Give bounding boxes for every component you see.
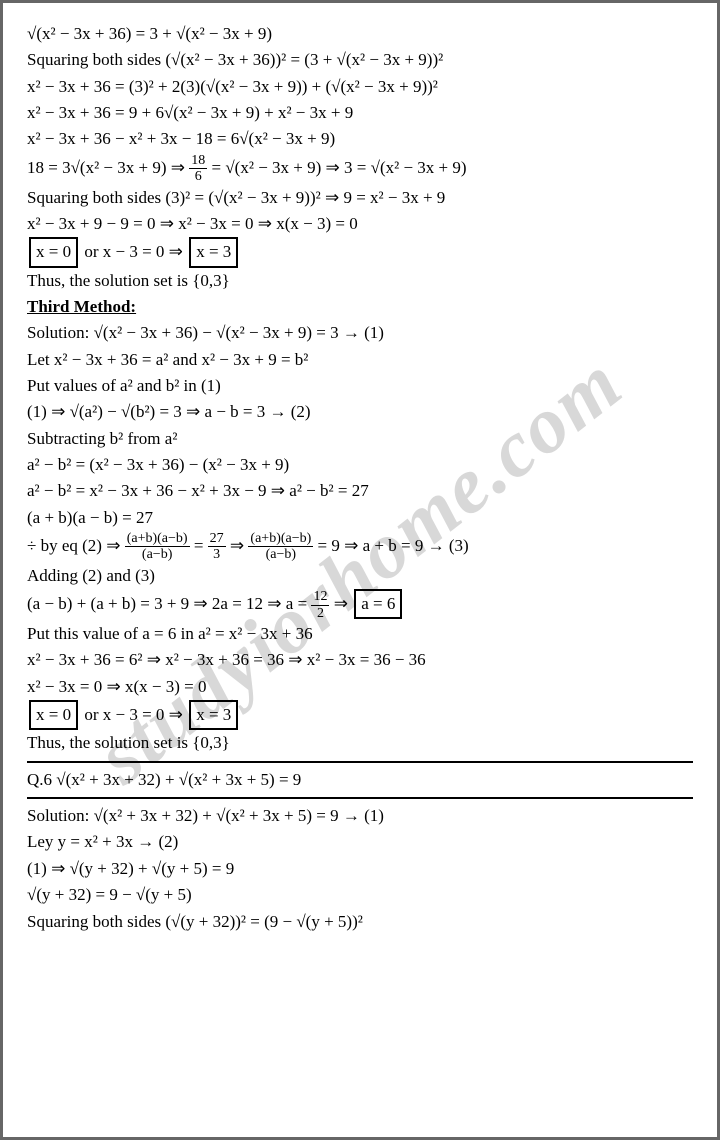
eq-line: Let x² − 3x + 36 = a² and x² − 3x + 9 = … [27,347,693,373]
divider [27,797,693,799]
eq-line: x² − 3x + 36 = 9 + 6√(x² − 3x + 9) + x² … [27,100,693,126]
text: ⇒ [230,536,249,555]
eq-line: x² − 3x + 36 = 6² ⇒ x² − 3x + 36 = 36 ⇒ … [27,647,693,673]
math-content: √(x² − 3x + 36) = 3 + √(x² − 3x + 9) Squ… [27,21,693,935]
eq-line: (a + b)(a − b) = 27 [27,505,693,531]
eq-line: Subtracting b² from a² [27,426,693,452]
eq-line: Solution: √(x² − 3x + 36) − √(x² − 3x + … [27,320,693,346]
fraction: (a+b)(a−b)(a−b) [125,531,190,563]
text: or x − 3 = 0 ⇒ [84,242,187,261]
eq-line: Squaring both sides (3)² = (√(x² − 3x + … [27,185,693,211]
text: ⇒ [334,594,353,613]
eq-line: Solution: √(x² + 3x + 32) + √(x² + 3x + … [27,803,693,829]
eq-line: x² − 3x + 9 − 9 = 0 ⇒ x² − 3x = 0 ⇒ x(x … [27,211,693,237]
eq-line: Squaring both sides (√(y + 32))² = (9 − … [27,909,693,935]
eq-line: x² − 3x + 36 − x² + 3x − 18 = 6√(x² − 3x… [27,126,693,152]
text: = 9 ⇒ a + b = 9 → (3) [318,536,469,555]
eq-line: Adding (2) and (3) [27,563,693,589]
eq-line: √(x² − 3x + 36) = 3 + √(x² − 3x + 9) [27,21,693,47]
boxed-answer: x = 3 [189,700,238,730]
eq-line: x = 0 or x − 3 = 0 ⇒ x = 3 [27,700,693,730]
fraction: 122 [311,589,329,621]
text: ÷ by eq (2) ⇒ [27,536,125,555]
text: = [194,536,208,555]
eq-line: x² − 3x = 0 ⇒ x(x − 3) = 0 [27,674,693,700]
eq-line: (a − b) + (a + b) = 3 + 9 ⇒ 2a = 12 ⇒ a … [27,589,693,621]
fraction: 273 [208,531,226,563]
boxed-answer: x = 0 [29,700,78,730]
eq-line: ÷ by eq (2) ⇒ (a+b)(a−b)(a−b) = 273 ⇒ (a… [27,531,693,563]
eq-line: x² − 3x + 36 = (3)² + 2(3)(√(x² − 3x + 9… [27,74,693,100]
boxed-answer: x = 3 [189,237,238,267]
eq-line: √(y + 32) = 9 − √(y + 5) [27,882,693,908]
conclusion: Thus, the solution set is {0,3} [27,268,693,294]
divider [27,761,693,763]
eq-line: a² − b² = (x² − 3x + 36) − (x² − 3x + 9) [27,452,693,478]
text: 18 = 3√(x² − 3x + 9) ⇒ [27,158,189,177]
eq-line: Put this value of a = 6 in a² = x² − 3x … [27,621,693,647]
boxed-answer: x = 0 [29,237,78,267]
fraction: (a+b)(a−b)(a−b) [248,531,313,563]
text: or x − 3 = 0 ⇒ [84,705,187,724]
eq-line: (1) ⇒ √(y + 32) + √(y + 5) = 9 [27,856,693,882]
eq-line: Put values of a² and b² in (1) [27,373,693,399]
boxed-answer: a = 6 [354,589,402,619]
eq-line: Squaring both sides (√(x² − 3x + 36))² =… [27,47,693,73]
conclusion: Thus, the solution set is {0,3} [27,730,693,756]
text: (a − b) + (a + b) = 3 + 9 ⇒ 2a = 12 ⇒ a … [27,594,311,613]
eq-line: Ley y = x² + 3x → (2) [27,829,693,855]
eq-line: x = 0 or x − 3 = 0 ⇒ x = 3 [27,237,693,267]
eq-line: 18 = 3√(x² − 3x + 9) ⇒ 186 = √(x² − 3x +… [27,153,693,185]
method-heading: Third Method: [27,294,693,320]
eq-line: (1) ⇒ √(a²) − √(b²) = 3 ⇒ a − b = 3 → (2… [27,399,693,425]
eq-line: a² − b² = x² − 3x + 36 − x² + 3x − 9 ⇒ a… [27,478,693,504]
fraction: 186 [189,153,207,185]
question: Q.6 √(x² + 3x + 32) + √(x² + 3x + 5) = 9 [27,767,693,793]
text: = √(x² − 3x + 9) ⇒ 3 = √(x² − 3x + 9) [212,158,467,177]
